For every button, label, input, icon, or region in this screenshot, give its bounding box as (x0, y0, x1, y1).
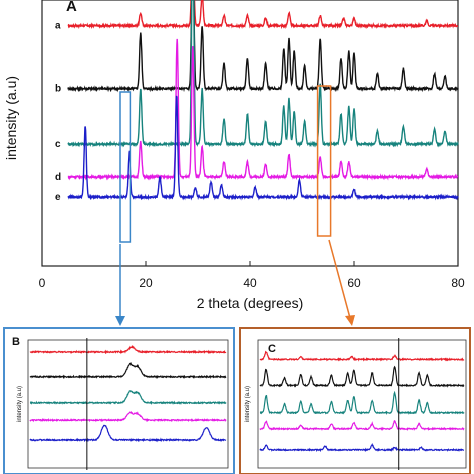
inset-series-line-b (29, 361, 227, 380)
panel-b-label: B (12, 336, 20, 348)
series-label-c: c (55, 139, 61, 150)
inset-series-line-d (259, 419, 465, 431)
inset-series-line-c (29, 390, 227, 406)
panel-b-frame (27, 339, 229, 469)
series-label-b: b (55, 84, 61, 95)
arrow-to-c-icon (345, 315, 355, 326)
x-tick-label: 80 (451, 276, 465, 290)
panel-b-ylabel: intensity (a.u) (17, 386, 23, 422)
series-line-c (67, 0, 459, 148)
x-tick-label: 40 (243, 276, 257, 290)
arrow-to-b-icon (115, 316, 125, 326)
series-line-b (67, 0, 459, 93)
series-label-a: a (55, 21, 61, 32)
panel-c-curves (259, 350, 465, 453)
panel-a-series-labels: a b c de (55, 21, 61, 203)
panel-c-border (239, 327, 471, 474)
inset-series-line-a (259, 350, 465, 362)
inset-series-line-b (259, 365, 465, 388)
highlight-box-c (316, 85, 332, 237)
series-line-a (67, 0, 458, 30)
panel-c-label: C (268, 343, 276, 355)
panel-a-x-ticks: 0 20 40 60 80 (39, 261, 465, 290)
x-tick-label: 60 (347, 276, 361, 290)
inset-series-line-c (259, 390, 465, 415)
inset-series-line-d (29, 411, 227, 423)
inset-series-line-e (29, 424, 227, 443)
panel-a-ylabel: intensity (a.u) (3, 76, 19, 160)
panel-a-label: A (66, 0, 77, 15)
inset-series-line-a (29, 344, 227, 355)
panel-b-curves (29, 344, 227, 443)
panel-a-curves (67, 0, 459, 201)
x-tick-label: 20 (139, 276, 153, 290)
series-label-e: e (55, 192, 61, 203)
panel-b-border (3, 327, 235, 474)
panel-c-frame (257, 339, 467, 469)
connector-to-c (328, 239, 351, 319)
series-line-e (67, 95, 459, 201)
inset-series-line-e (259, 442, 465, 453)
panel-a-xlabel: 2 theta (degrees) (197, 295, 304, 311)
panel-a-highlight-boxes (119, 85, 332, 243)
series-label-d: d (55, 172, 61, 183)
panel-c-ylabel: intensity (a.u) (245, 386, 251, 422)
series-line-d (67, 38, 459, 181)
x-tick-label: 0 (39, 276, 46, 290)
panel-a-frame (41, 0, 459, 267)
highlight-box-b (119, 91, 132, 243)
